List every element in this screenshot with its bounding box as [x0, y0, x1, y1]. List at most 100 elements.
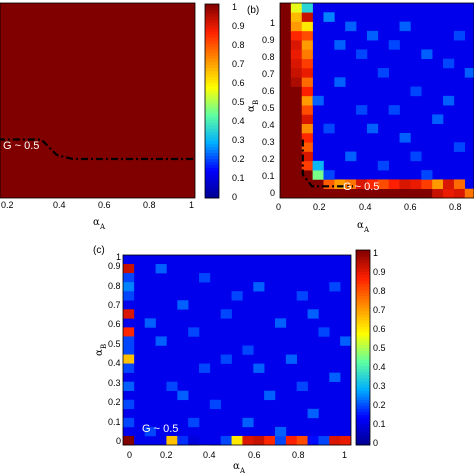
colorbar-segment [205, 13, 219, 17]
heatmap-cell [280, 160, 292, 171]
colorbar-segment [356, 374, 370, 379]
colorbar-segment [205, 28, 219, 32]
panel-c-y-tick: 1 [116, 252, 121, 262]
heatmap-cell [301, 179, 313, 190]
heatmap-cell [432, 179, 444, 190]
heatmap-cell [280, 105, 292, 115]
colorbar-segment [205, 140, 219, 144]
colorbar-segment [356, 353, 370, 358]
panel-b-y-tick: 1 [270, 18, 275, 28]
boundary-lines-layer [0, 138, 353, 188]
colorbars-layer [204, 3, 371, 446]
panel-b-x-tick: 0.2 [313, 202, 326, 212]
panel-c-y-tick: 0.3 [108, 378, 121, 388]
heatmap-cell [123, 363, 135, 373]
panel-b-y-tick: 0.7 [262, 69, 275, 79]
colorbar-segment [205, 76, 219, 81]
heatmap-cell [443, 188, 455, 199]
colorbar-segment [356, 265, 370, 269]
heatmap-cell [285, 354, 298, 364]
heatmap-cell [345, 188, 357, 199]
panel-b-x-tick: 0 [276, 202, 281, 212]
colorbar-segment [205, 188, 219, 193]
heatmap-cell [329, 372, 341, 382]
colorbar-segment [205, 67, 219, 72]
heatmap-cell [301, 105, 313, 115]
heatmap-cell [220, 435, 232, 446]
heatmap-cell [264, 390, 276, 401]
heatmap-cell [356, 188, 368, 199]
heatmap-background [0, 3, 195, 198]
heatmap-cell [290, 179, 303, 190]
heatmap-cell [301, 21, 313, 32]
heatmap-cell [410, 188, 422, 199]
panel-b-y-label-sub: B [252, 100, 260, 105]
heatmap-cell [453, 30, 466, 41]
axes-frame [0, 2, 196, 199]
heatmap-cells-layer [0, 3, 474, 446]
colorbar-segment [356, 307, 370, 312]
axes-frame [279, 2, 474, 199]
heatmap-cell [421, 188, 433, 199]
heatmap-cell [421, 170, 433, 180]
colorbar-segment [356, 420, 370, 425]
heatmap-cell [280, 95, 292, 106]
heatmap-cell [340, 435, 351, 446]
heatmap-cell [312, 160, 324, 171]
colorbar-segment [356, 414, 370, 418]
heatmap-cell [188, 435, 200, 446]
colorbar-segment [205, 79, 219, 84]
heatmap-cell [301, 142, 313, 152]
heatmap-cell [280, 188, 292, 199]
heatmap-cell [290, 40, 303, 50]
heatmap-cell [334, 188, 346, 199]
colorbar-segment [356, 347, 370, 351]
heatmap-cell [301, 12, 313, 22]
colorbar-segment [356, 262, 370, 266]
colorbar-segment [356, 338, 370, 342]
heatmap-cell [329, 282, 341, 292]
heatmap-cell [199, 273, 211, 283]
colorbar-segment [205, 116, 219, 120]
panel-b-y-tick: 0.5 [262, 103, 275, 113]
colorbar-segment [205, 49, 219, 53]
heatmap-panel-2 [123, 255, 351, 446]
panel-b-label: (b) [247, 5, 259, 16]
heatmap-cell [290, 114, 303, 125]
heatmap-cell [280, 40, 292, 50]
colorbar-segment [356, 377, 370, 382]
heatmap-cell [280, 77, 292, 87]
heatmap-cell [301, 170, 313, 180]
heatmap-cell [301, 86, 313, 97]
heatmap-panel-0 [0, 3, 195, 198]
heatmap-cell [323, 188, 335, 199]
colorbar-segment [205, 4, 219, 8]
panel-c-x-tick: 0.8 [292, 450, 305, 460]
colorbar-segment [205, 46, 219, 50]
heatmap-cell [301, 68, 313, 78]
heatmap-cell [443, 179, 455, 190]
colorbar-segment [356, 350, 370, 354]
heatmap-cell [188, 417, 200, 428]
panel-c-y-tick: 0.8 [108, 281, 121, 291]
colorbar-segment [356, 423, 370, 428]
colorbar-segment [205, 104, 219, 108]
colorbar-segment [205, 22, 219, 26]
colorbar-segment [205, 128, 219, 132]
heatmap-cell [290, 12, 303, 22]
colorbar-c-tick: 0.1 [373, 419, 386, 429]
heatmap-cell [290, 105, 303, 115]
heatmap-cell [209, 399, 222, 410]
heatmap-cell [296, 435, 308, 446]
heatmap-cell [323, 123, 335, 134]
colorbar-segment [205, 16, 219, 20]
colorbar-segment [205, 107, 219, 111]
heatmap-cell [280, 133, 292, 143]
heatmap-cell [188, 327, 200, 337]
colorbar-segment [356, 426, 370, 431]
heatmap-cell [312, 170, 324, 180]
colorbar-segment [205, 194, 219, 199]
heatmap-cell [377, 179, 389, 190]
heatmap-cell [329, 435, 341, 446]
